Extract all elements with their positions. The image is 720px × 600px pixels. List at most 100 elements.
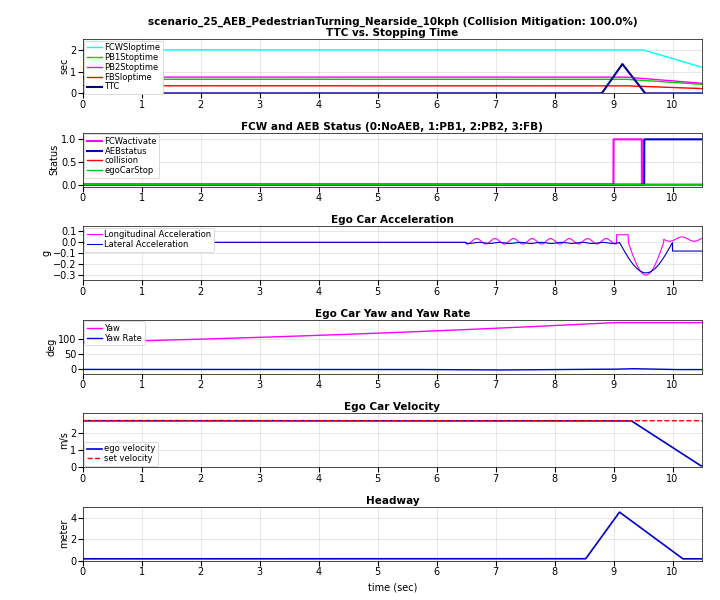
Legend: Yaw, Yaw Rate: Yaw, Yaw Rate — [84, 321, 145, 345]
set velocity — [315, 417, 324, 424]
Line: Yaw Rate: Yaw Rate — [83, 368, 702, 370]
collision — [541, 181, 549, 188]
ego velocity — [191, 417, 199, 424]
Longitudinal Acceleration — [541, 239, 549, 246]
Lateral Acceleration — [315, 239, 324, 246]
collision — [315, 181, 324, 188]
PB2Stoptime — [541, 73, 549, 80]
Yaw Rate — [450, 366, 459, 373]
Yaw — [698, 319, 706, 326]
Yaw Rate — [481, 367, 490, 374]
AEBstatus — [78, 181, 87, 188]
PB1Stoptime — [191, 76, 199, 83]
Line: Lateral Acceleration: Lateral Acceleration — [83, 242, 702, 273]
PB1Stoptime — [315, 76, 324, 83]
Legend: Longitudinal Acceleration, Lateral Acceleration: Longitudinal Acceleration, Lateral Accel… — [84, 228, 214, 251]
AEBstatus — [541, 181, 549, 188]
PB1Stoptime — [698, 81, 706, 88]
collision — [191, 181, 199, 188]
PB2Stoptime — [315, 73, 324, 80]
FBSloptime — [450, 82, 459, 89]
Yaw — [191, 336, 199, 343]
egoCarStop — [588, 181, 596, 188]
PB2Stoptime — [78, 73, 87, 80]
TTC — [450, 90, 459, 97]
Longitudinal Acceleration — [450, 239, 459, 246]
collision — [588, 181, 596, 188]
TTC — [315, 90, 324, 97]
collision — [698, 181, 706, 188]
Longitudinal Acceleration — [481, 241, 490, 248]
Y-axis label: Status: Status — [50, 144, 60, 175]
set velocity — [78, 417, 87, 424]
FCWSloptime — [698, 64, 706, 71]
Title: Ego Car Yaw and Yaw Rate: Ego Car Yaw and Yaw Rate — [315, 309, 470, 319]
PB2Stoptime — [191, 73, 199, 80]
Longitudinal Acceleration — [78, 239, 87, 246]
set velocity — [191, 417, 199, 424]
Yaw Rate — [588, 365, 596, 373]
TTC — [588, 90, 596, 97]
Yaw Rate — [491, 367, 500, 374]
Longitudinal Acceleration — [612, 231, 621, 238]
FCWactivate — [315, 181, 324, 188]
Lateral Acceleration — [481, 239, 490, 247]
Yaw Rate — [698, 366, 706, 373]
FBSloptime — [481, 82, 490, 89]
Yaw Rate — [315, 366, 324, 373]
Y-axis label: m/s: m/s — [59, 431, 69, 449]
Line: AEBstatus: AEBstatus — [83, 139, 702, 185]
FCWactivate — [609, 136, 618, 143]
collision — [450, 181, 459, 188]
set velocity — [450, 417, 459, 424]
Yaw Rate — [627, 365, 636, 372]
PB1Stoptime — [481, 76, 490, 83]
FBSloptime — [191, 82, 199, 89]
Lateral Acceleration — [191, 239, 199, 246]
Line: FCWSloptime: FCWSloptime — [83, 50, 702, 67]
Line: PB1Stoptime: PB1Stoptime — [83, 79, 702, 85]
TTC — [698, 90, 706, 97]
Yaw — [611, 319, 619, 326]
Line: TTC: TTC — [83, 64, 702, 94]
Yaw — [588, 320, 596, 328]
Legend: FCWSloptime, PB1Stoptime, PB2Stoptime, FBSloptime, TTC: FCWSloptime, PB1Stoptime, PB2Stoptime, F… — [84, 41, 163, 94]
Longitudinal Acceleration — [698, 235, 706, 242]
AEBstatus — [315, 181, 324, 188]
Title: Ego Car Velocity: Ego Car Velocity — [344, 403, 441, 412]
ego velocity — [698, 462, 706, 469]
Line: Longitudinal Acceleration: Longitudinal Acceleration — [83, 235, 702, 275]
FCWactivate — [481, 181, 490, 188]
Line: FBSloptime: FBSloptime — [83, 86, 702, 89]
Yaw Rate — [541, 366, 549, 373]
egoCarStop — [698, 181, 706, 188]
FCWactivate — [78, 181, 87, 188]
Line: FCWactivate: FCWactivate — [83, 139, 702, 185]
FCWSloptime — [588, 46, 596, 53]
ego velocity — [481, 417, 490, 424]
Title: Headway: Headway — [366, 496, 419, 506]
PB2Stoptime — [588, 73, 596, 80]
collision — [481, 181, 490, 188]
Title: scenario_25_AEB_PedestrianTurning_Nearside_10kph (Collision Mitigation: 100.0%)
: scenario_25_AEB_PedestrianTurning_Nearsi… — [148, 16, 637, 38]
FCWSloptime — [191, 46, 199, 53]
set velocity — [588, 417, 596, 424]
PB2Stoptime — [481, 73, 490, 80]
Yaw — [315, 332, 324, 339]
PB2Stoptime — [450, 73, 459, 80]
Yaw — [450, 326, 459, 334]
PB1Stoptime — [588, 76, 596, 83]
AEBstatus — [698, 136, 706, 143]
Lateral Acceleration — [588, 240, 596, 247]
FCWactivate — [541, 181, 549, 188]
FBSloptime — [315, 82, 324, 89]
TTC — [78, 90, 87, 97]
FCWactivate — [450, 181, 459, 188]
ego velocity — [588, 417, 596, 424]
FCWactivate — [698, 181, 706, 188]
FCWSloptime — [541, 46, 549, 53]
FBSloptime — [78, 82, 87, 89]
Longitudinal Acceleration — [191, 239, 199, 246]
Title: FCW and AEB Status (0:NoAEB, 1:PB1, 2:PB2, 3:FB): FCW and AEB Status (0:NoAEB, 1:PB1, 2:PB… — [241, 122, 544, 132]
FBSloptime — [698, 85, 706, 92]
